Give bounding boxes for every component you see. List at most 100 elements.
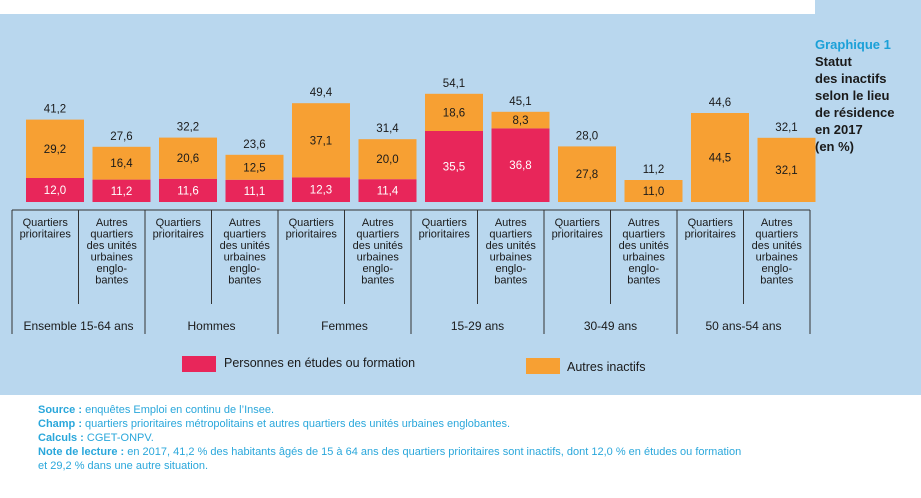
bar-label-others-6: 18,6 xyxy=(443,107,465,119)
stacked-bar-chart: 12,0 29,2 41,2 11,2 16,4 27,6 11,6 20,6 32,2 11,1… xyxy=(11,78,816,334)
bar-label-students-0: 12,0 xyxy=(44,185,66,197)
note-champ-text: quartiers prioritaires métropolitains et… xyxy=(82,418,511,430)
bar-students-3 xyxy=(225,179,284,202)
bar-others-1 xyxy=(92,146,151,180)
bar-total-7: 45,1 xyxy=(509,96,531,108)
category-label-9-line-3: urbaines xyxy=(623,252,666,264)
group-label-1: Hommes xyxy=(187,319,235,333)
top-margin xyxy=(0,0,815,14)
group-label-3: 15-29 ans xyxy=(451,319,504,333)
bar-label-students-1: 11,2 xyxy=(111,186,133,198)
note-source: Source : enquêtes Emploi en continu de l… xyxy=(38,403,908,417)
bar-total-6: 54,1 xyxy=(443,78,465,90)
category-label-8-line-0: Quartiers xyxy=(555,217,601,229)
group-label-5: 50 ans-54 ans xyxy=(705,319,781,333)
bar-label-students-6: 35,5 xyxy=(443,162,465,174)
category-label-7-line-0: Autres xyxy=(495,217,527,229)
bar-students-5 xyxy=(358,179,417,202)
title-line-2: des inactifs xyxy=(815,71,887,86)
category-label-11-line-2: des unités xyxy=(752,240,803,252)
group-label-0: Ensemble 15-64 ans xyxy=(23,319,133,333)
bar-label-others-10: 44,5 xyxy=(709,153,731,165)
category-label-1-line-1: quartiers xyxy=(90,229,133,241)
note-lecture-text: en 2017, 41,2 % des habitants âgés de 15… xyxy=(124,446,742,458)
bar-total-0: 41,2 xyxy=(44,104,66,116)
category-label-7-line-2: des unités xyxy=(486,240,537,252)
bar-students-2 xyxy=(159,178,217,202)
title-line-5: en 2017 xyxy=(815,122,863,137)
category-label-11-line-3: urbaines xyxy=(756,252,799,264)
category-label-3-line-0: Autres xyxy=(229,217,261,229)
legend-label-students: Personnes en études ou formation xyxy=(224,356,416,370)
note-calculs-label: Calculs : xyxy=(38,432,84,444)
category-label-3-line-1: quartiers xyxy=(223,229,266,241)
category-label-0-line-0: Quartiers xyxy=(23,217,69,229)
group-label-2: Femmes xyxy=(321,319,368,333)
bar-label-others-8: 27,8 xyxy=(576,169,598,181)
title-line-4: de résidence xyxy=(815,105,895,120)
category-label-4-line-0: Quartiers xyxy=(289,217,335,229)
bar-others-0 xyxy=(26,119,84,178)
category-label-5-line-2: des unités xyxy=(353,240,404,252)
note-source-label: Source : xyxy=(38,404,83,416)
bar-total-5: 31,4 xyxy=(376,123,399,135)
category-label-3-line-2: des unités xyxy=(220,240,271,252)
bar-students-1 xyxy=(92,179,151,202)
category-label-11-line-1: quartiers xyxy=(755,229,798,241)
note-champ-label: Champ : xyxy=(38,418,82,430)
bar-label-others-7: 8,3 xyxy=(513,115,529,127)
bar-label-others-9: 11,0 xyxy=(643,186,665,198)
bar-label-others-1: 16,4 xyxy=(110,158,133,170)
chart-title-block: Graphique 1 Statut des inactifs selon le… xyxy=(815,36,921,155)
bar-total-8: 28,0 xyxy=(576,130,598,142)
category-label-6-line-1: prioritaires xyxy=(419,229,471,241)
title-line-6: (en %) xyxy=(815,139,854,154)
bar-label-students-5: 11,4 xyxy=(377,186,399,198)
bar-label-others-4: 37,1 xyxy=(310,135,332,147)
bar-label-others-11: 32,1 xyxy=(775,165,797,177)
bar-label-students-4: 12,3 xyxy=(310,185,332,197)
note-source-text: enquêtes Emploi en continu de l’Insee. xyxy=(82,404,275,416)
category-label-5-line-5: bantes xyxy=(361,275,395,287)
category-label-1-line-5: bantes xyxy=(95,275,129,287)
category-label-10-line-1: prioritaires xyxy=(685,229,737,241)
category-label-7-line-5: bantes xyxy=(494,275,528,287)
category-label-5-line-0: Autres xyxy=(362,217,394,229)
note-lecture-cont: et 29,2 % dans une autre situation. xyxy=(38,460,209,472)
bar-others-4 xyxy=(292,103,350,178)
category-label-7-line-3: urbaines xyxy=(490,252,533,264)
bar-students-6 xyxy=(425,131,483,202)
note-champ: Champ : quartiers prioritaires métropoli… xyxy=(38,417,908,431)
bar-total-3: 23,6 xyxy=(243,139,265,151)
category-label-9-line-4: englo- xyxy=(628,263,659,275)
bar-label-others-2: 20,6 xyxy=(177,153,199,165)
category-label-1-line-4: englo- xyxy=(96,263,127,275)
bar-label-others-0: 29,2 xyxy=(44,144,66,156)
category-label-9-line-2: des unités xyxy=(619,240,670,252)
bar-total-4: 49,4 xyxy=(310,87,333,99)
category-label-3-line-4: englo- xyxy=(229,263,260,275)
category-label-5-line-1: quartiers xyxy=(356,229,399,241)
category-label-2-line-0: Quartiers xyxy=(156,217,202,229)
bar-students-0 xyxy=(26,178,84,202)
note-lecture-label: Note de lecture : xyxy=(38,446,125,458)
bar-label-students-2: 11,6 xyxy=(177,185,199,197)
category-label-7-line-4: englo- xyxy=(495,263,526,275)
category-label-11-line-0: Autres xyxy=(761,217,793,229)
legend-swatch-students xyxy=(182,356,216,372)
category-label-0-line-1: prioritaires xyxy=(20,229,72,241)
title-line-3: selon le lieu xyxy=(815,88,890,103)
legend-label-others: Autres inactifs xyxy=(567,360,646,374)
legend-swatch-others xyxy=(526,358,560,374)
group-label-4: 30-49 ans xyxy=(584,319,637,333)
bar-total-10: 44,6 xyxy=(709,97,731,109)
category-label-9-line-1: quartiers xyxy=(622,229,665,241)
bar-label-students-7: 36,8 xyxy=(509,160,531,172)
bar-total-9: 11,2 xyxy=(643,164,665,176)
bar-others-10 xyxy=(691,113,749,202)
category-label-10-line-0: Quartiers xyxy=(688,217,734,229)
category-label-5-line-3: urbaines xyxy=(357,252,400,264)
title-line-1: Statut xyxy=(815,54,852,69)
bar-others-8 xyxy=(558,146,616,202)
bar-students-4 xyxy=(292,177,350,202)
